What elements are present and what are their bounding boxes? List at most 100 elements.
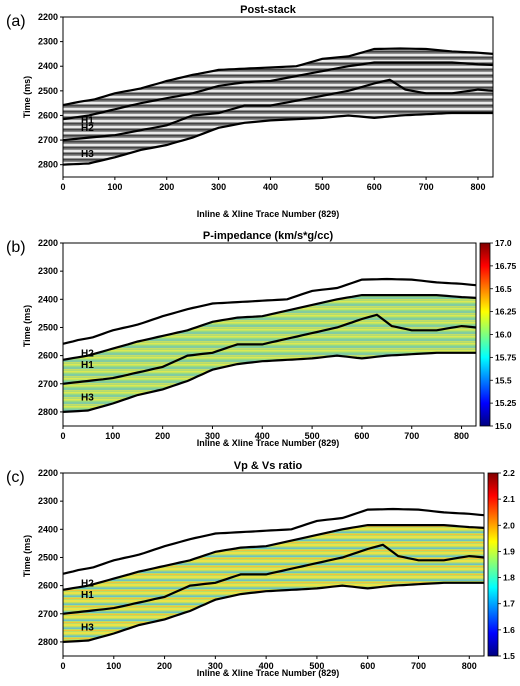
horizon-h3-line	[62, 351, 476, 413]
y-axis-label: Time (ms)	[22, 305, 32, 347]
chart-title: Vp & Vs ratio	[234, 460, 303, 472]
chart-title: P-impedance (km/s*g/cc)	[203, 230, 334, 242]
y-tick-label: 2300	[38, 496, 58, 506]
data-body	[63, 48, 493, 165]
x-tick-label: 100	[107, 182, 122, 192]
y-tick-label: 2700	[38, 379, 58, 389]
horizon-label: H3	[81, 623, 94, 634]
colorbar-tick-label: 2.2	[503, 468, 515, 478]
colorbar-tick-label: 16.75	[495, 261, 517, 271]
colorbar	[487, 472, 499, 657]
colorbar-tick-label: 15.0	[495, 421, 512, 431]
y-tick-label: 2600	[38, 351, 58, 361]
horizon-h1-line	[62, 61, 494, 121]
horizon-label: H2	[81, 579, 94, 590]
x-tick-label: 400	[263, 182, 278, 192]
x-tick-label: 700	[404, 431, 419, 441]
horizon-label: H2	[81, 349, 94, 360]
y-tick-label: 2800	[38, 637, 58, 647]
plot-frame	[62, 16, 494, 178]
x-tick-label: 700	[411, 661, 426, 671]
y-tick-label: 2300	[38, 266, 58, 276]
horizon-top-line	[62, 47, 494, 107]
panel-label: (b)	[6, 239, 26, 256]
x-axis-label: Inline & Xline Trace Number (829)	[197, 438, 340, 448]
x-tick-label: 600	[354, 431, 369, 441]
y-tick-label: 2300	[38, 37, 58, 47]
x-tick-label: 800	[454, 431, 469, 441]
x-tick-label: 500	[315, 182, 330, 192]
x-tick-label: 600	[367, 182, 382, 192]
y-tick-label: 2500	[38, 322, 58, 332]
y-tick-label: 2500	[38, 552, 58, 562]
panel-p-impedance: (b) P-impedance (km/s*g/cc) Time (ms) In…	[6, 230, 517, 448]
horizon-label: H3	[81, 149, 94, 160]
plot-frame	[62, 242, 477, 427]
horizon-h1-line	[62, 524, 485, 591]
colorbar-tick-label: 2.1	[503, 494, 515, 504]
x-tick-label: 200	[157, 661, 172, 671]
horizon-label: H2	[81, 123, 94, 134]
horizon-h3-line	[62, 581, 484, 643]
y-axis-label: Time (ms)	[22, 535, 32, 577]
x-tick-label: 200	[155, 431, 170, 441]
y-tick-label: 2800	[38, 407, 58, 417]
colorbar	[479, 242, 491, 427]
x-axis-label: Inline & Xline Trace Number (829)	[197, 209, 340, 219]
colorbar-tick-label: 17.0	[495, 238, 512, 248]
panel-label: (a)	[6, 13, 26, 30]
colorbar-tick-label: 1.5	[503, 651, 515, 661]
y-tick-label: 2400	[38, 524, 58, 534]
x-tick-label: 400	[255, 431, 270, 441]
y-tick-label: 2200	[38, 468, 58, 478]
chart-title: Post-stack	[240, 4, 297, 16]
x-tick-label: 0	[60, 431, 65, 441]
y-tick-label: 2200	[38, 238, 58, 248]
colorbar-tick-label: 1.8	[503, 573, 515, 583]
x-tick-label: 200	[159, 182, 174, 192]
panel-post-stack: (a) Post-stack Time (ms) Inline & Xline …	[6, 4, 494, 219]
colorbar-tick-label: 1.6	[503, 625, 515, 635]
horizon-label: H1	[81, 360, 94, 371]
colorbar-tick-label: 2.0	[503, 520, 515, 530]
x-tick-label: 0	[60, 661, 65, 671]
panel-label: (c)	[6, 469, 25, 486]
horizon-label: H1	[81, 116, 94, 127]
x-tick-label: 300	[211, 182, 226, 192]
y-tick-label: 2600	[38, 581, 58, 591]
y-tick-label: 2400	[38, 294, 58, 304]
x-tick-label: 800	[470, 182, 485, 192]
plot-frame	[62, 472, 485, 657]
data-body	[63, 295, 476, 412]
colorbar-tick-label: 15.75	[495, 352, 517, 362]
colorbar-tick-label: 15.5	[495, 375, 512, 385]
horizon-label: H1	[81, 590, 94, 601]
colorbar-tick-label: 1.9	[503, 546, 515, 556]
colorbar-tick-label: 16.0	[495, 330, 512, 340]
colorbar-tick-label: 15.25	[495, 398, 517, 408]
x-tick-label: 0	[60, 182, 65, 192]
horizon-h2-line	[62, 78, 494, 142]
horizon-top-line	[62, 507, 485, 575]
colorbar-tick-label: 16.25	[495, 307, 517, 317]
horizon-h1-line	[62, 294, 477, 361]
x-tick-label: 100	[106, 661, 121, 671]
x-tick-label: 600	[360, 661, 375, 671]
colorbar-tick-label: 16.5	[495, 284, 512, 294]
y-axis-label: Time (ms)	[22, 76, 32, 118]
x-tick-label: 800	[462, 661, 477, 671]
horizon-h2-line	[62, 543, 485, 615]
y-tick-label: 2800	[38, 160, 58, 170]
horizon-top-line	[62, 277, 477, 345]
x-axis-label: Inline & Xline Trace Number (829)	[197, 668, 340, 678]
data-body	[63, 525, 484, 642]
y-tick-label: 2200	[38, 12, 58, 22]
x-tick-label: 700	[419, 182, 434, 192]
horizon-label: H3	[81, 393, 94, 404]
x-tick-label: 300	[208, 661, 223, 671]
x-tick-label: 500	[305, 431, 320, 441]
